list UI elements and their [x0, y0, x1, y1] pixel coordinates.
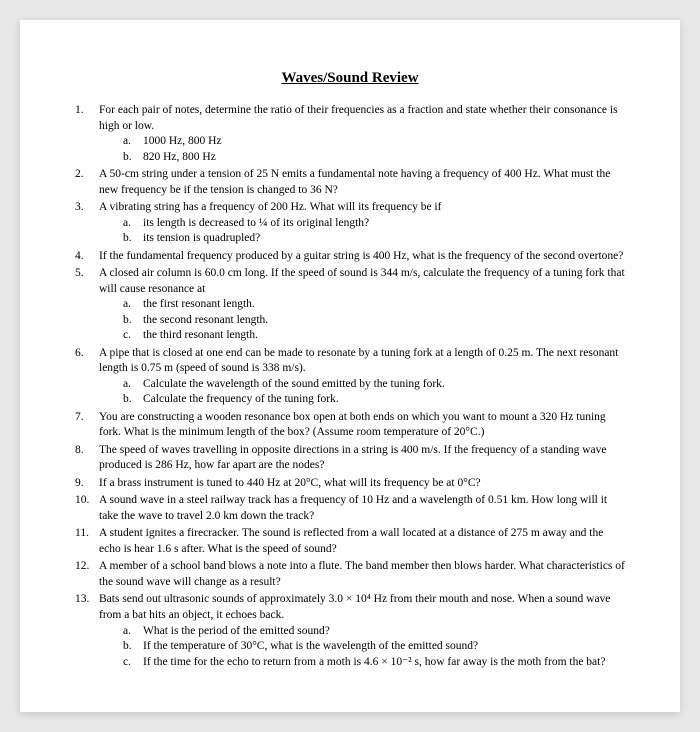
document-page: Waves/Sound Review For each pair of note…: [20, 20, 680, 712]
question-text: A sound wave in a steel railway track ha…: [99, 494, 607, 522]
sub-item: Calculate the wavelength of the sound em…: [123, 377, 625, 393]
sub-item: If the time for the echo to return from …: [123, 655, 625, 671]
question-item: You are constructing a wooden resonance …: [75, 410, 625, 441]
sub-list: the first resonant length. the second re…: [99, 297, 625, 344]
question-text: If a brass instrument is tuned to 440 Hz…: [99, 477, 481, 489]
sub-list: Calculate the wavelength of the sound em…: [99, 377, 625, 408]
question-item: If the fundamental frequency produced by…: [75, 249, 625, 265]
question-item: A member of a school band blows a note i…: [75, 559, 625, 590]
sub-item: What is the period of the emitted sound?: [123, 624, 625, 640]
sub-item: its length is decreased to ¼ of its orig…: [123, 216, 625, 232]
question-text: A pipe that is closed at one end can be …: [99, 347, 618, 375]
question-text: The speed of waves travelling in opposit…: [99, 444, 606, 472]
sub-item: 1000 Hz, 800 Hz: [123, 134, 625, 150]
sub-item: 820 Hz, 800 Hz: [123, 150, 625, 166]
sub-list: What is the period of the emitted sound?…: [99, 624, 625, 671]
question-item: A sound wave in a steel railway track ha…: [75, 493, 625, 524]
question-item: A student ignites a firecracker. The sou…: [75, 526, 625, 557]
question-text: If the fundamental frequency produced by…: [99, 250, 623, 262]
question-text: A member of a school band blows a note i…: [99, 560, 625, 588]
question-item: A vibrating string has a frequency of 20…: [75, 200, 625, 247]
sub-item: If the temperature of 30°C, what is the …: [123, 639, 625, 655]
question-text: A vibrating string has a frequency of 20…: [99, 201, 441, 213]
sub-item: Calculate the frequency of the tuning fo…: [123, 392, 625, 408]
sub-item: the third resonant length.: [123, 328, 625, 344]
question-text: Bats send out ultrasonic sounds of appro…: [99, 593, 610, 621]
sub-item: the second resonant length.: [123, 313, 625, 329]
question-item: A closed air column is 60.0 cm long. If …: [75, 266, 625, 344]
question-text: A student ignites a firecracker. The sou…: [99, 527, 603, 555]
sub-list: 1000 Hz, 800 Hz 820 Hz, 800 Hz: [99, 134, 625, 165]
sub-list: its length is decreased to ¼ of its orig…: [99, 216, 625, 247]
page-title: Waves/Sound Review: [75, 70, 625, 87]
question-list: For each pair of notes, determine the ra…: [75, 103, 625, 670]
question-item: A 50-cm string under a tension of 25 N e…: [75, 167, 625, 198]
sub-item: its tension is quadrupled?: [123, 231, 625, 247]
question-text: You are constructing a wooden resonance …: [99, 411, 606, 439]
sub-item: the first resonant length.: [123, 297, 625, 313]
question-item: A pipe that is closed at one end can be …: [75, 346, 625, 408]
question-item: If a brass instrument is tuned to 440 Hz…: [75, 476, 625, 492]
question-item: The speed of waves travelling in opposit…: [75, 443, 625, 474]
question-item: Bats send out ultrasonic sounds of appro…: [75, 592, 625, 670]
question-text: For each pair of notes, determine the ra…: [99, 104, 618, 132]
question-text: A 50-cm string under a tension of 25 N e…: [99, 168, 610, 196]
question-item: For each pair of notes, determine the ra…: [75, 103, 625, 165]
question-text: A closed air column is 60.0 cm long. If …: [99, 267, 625, 295]
